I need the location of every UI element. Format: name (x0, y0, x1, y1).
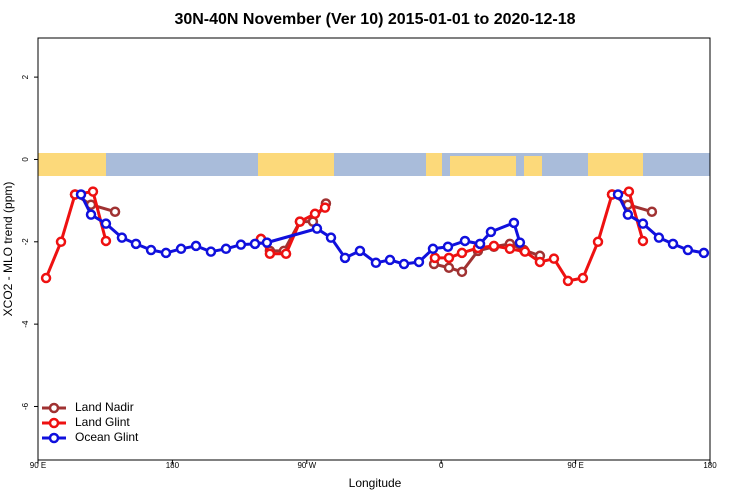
point (443, 252, 455, 264)
x-tick-label: 90 E (567, 461, 583, 470)
point (87, 186, 99, 197)
point (109, 206, 121, 217)
point (485, 226, 497, 238)
legend-marker (48, 417, 60, 429)
series-line (74, 193, 653, 274)
point (504, 243, 516, 255)
point (160, 247, 172, 259)
point (145, 244, 157, 256)
point (75, 189, 87, 200)
point (261, 237, 273, 248)
y-tick-label: -4 (21, 320, 30, 328)
map-land (426, 153, 442, 176)
point (488, 240, 500, 252)
point (294, 216, 306, 227)
point (429, 252, 441, 264)
point (698, 247, 710, 259)
map-land (524, 156, 542, 176)
plot-frame (37, 37, 711, 461)
y-tick-label: 0 (21, 157, 30, 162)
point (235, 239, 247, 250)
point (646, 206, 658, 217)
legend-label: Land Glint (75, 415, 130, 429)
point (427, 243, 439, 255)
point (220, 243, 232, 255)
point (653, 232, 665, 243)
point (577, 272, 589, 284)
point (519, 246, 531, 257)
x-tick-label: 0 (439, 461, 444, 470)
point (474, 238, 486, 250)
y-axis-label: XCO2 - MLO trend (ppm) (1, 182, 15, 317)
point (85, 209, 97, 220)
point (249, 238, 261, 250)
map-land (38, 153, 106, 176)
legend-label: Land Nadir (75, 400, 134, 414)
point (592, 236, 604, 248)
point (456, 266, 468, 278)
point (175, 243, 187, 255)
point (622, 209, 634, 220)
y-tick-label: 2 (21, 74, 30, 79)
point (562, 275, 574, 287)
point (370, 257, 382, 269)
x-tick-label: 90 E (30, 461, 46, 470)
y-tick-label: -2 (21, 238, 30, 246)
point (130, 238, 142, 250)
point (508, 217, 520, 229)
point (384, 254, 396, 266)
map-land (450, 156, 516, 176)
point (612, 189, 624, 200)
point (354, 245, 366, 257)
point (534, 256, 546, 268)
point (190, 240, 202, 252)
point (637, 218, 649, 229)
point (456, 247, 468, 259)
point (637, 235, 649, 247)
point (280, 248, 292, 259)
point (309, 208, 321, 220)
series-line (44, 190, 645, 283)
y-tick-label: -6 (21, 402, 30, 410)
point (311, 223, 323, 234)
point (398, 258, 410, 270)
point (682, 244, 694, 256)
x-tick-label: 180 (703, 461, 717, 470)
legend-marker (48, 432, 60, 444)
point (116, 232, 128, 243)
map-strip (38, 153, 710, 176)
point (442, 241, 454, 252)
x-axis-label: Longitude (349, 476, 402, 490)
x-tick-label: 180 (166, 461, 180, 470)
point (514, 237, 526, 248)
point (413, 256, 425, 268)
point (548, 253, 560, 264)
point (325, 232, 337, 243)
point (459, 235, 471, 247)
map-land (258, 153, 334, 176)
point (667, 238, 679, 250)
point (264, 248, 276, 259)
point (339, 252, 351, 264)
point (100, 218, 112, 229)
point (40, 272, 52, 284)
point (205, 246, 217, 257)
point (319, 202, 331, 213)
point (100, 235, 112, 247)
legend-label: Ocean Glint (75, 430, 139, 444)
point (623, 186, 635, 197)
point (55, 236, 67, 248)
point (443, 262, 455, 273)
map-land (588, 153, 643, 176)
legend-marker (48, 402, 60, 414)
x-tick-label: 90 W (297, 461, 316, 470)
chart-title: 30N-40N November (Ver 10) 2015-01-01 to … (174, 11, 575, 28)
